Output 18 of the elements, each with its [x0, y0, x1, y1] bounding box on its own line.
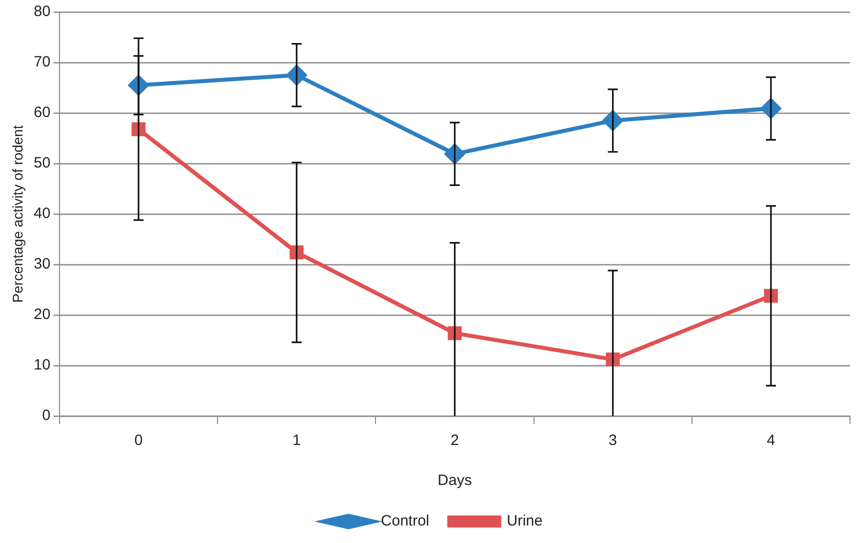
y-axis-title: Percentage activity of rodent	[9, 125, 26, 303]
x-tick-label: 0	[134, 432, 143, 450]
y-tick-label: 20	[34, 306, 50, 324]
y-tick-label: 60	[34, 104, 50, 122]
x-tick-label: 2	[450, 432, 459, 450]
y-tick-label: 0	[42, 407, 50, 424]
legend-label: Urine	[506, 512, 543, 530]
x-axis-title: Days	[438, 472, 472, 490]
y-tick-label: 70	[34, 54, 50, 71]
y-tick-label: 50	[34, 154, 50, 172]
y-tick-label: 30	[34, 256, 50, 273]
x-tick-label: 4	[766, 432, 776, 450]
x-tick-label: 3	[608, 432, 618, 450]
y-tick-label: 80	[34, 3, 50, 20]
y-tick-label: 10	[34, 356, 50, 374]
legend-label: Control	[380, 512, 430, 530]
y-tick-label: 40	[34, 205, 50, 222]
x-tick-label: 1	[292, 432, 301, 450]
